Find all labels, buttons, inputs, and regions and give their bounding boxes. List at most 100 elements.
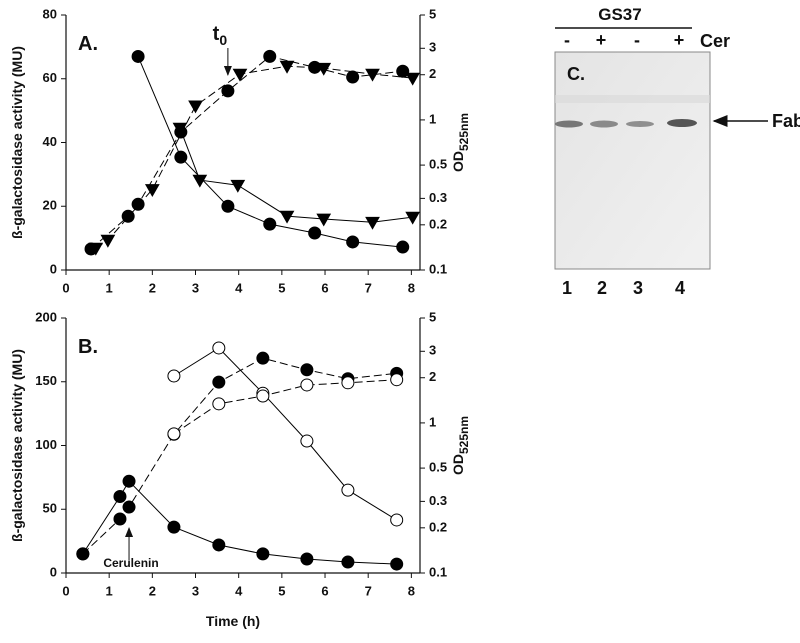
gel-treatment: + — [596, 30, 607, 50]
data-point — [232, 68, 248, 82]
y2-tick-label: 2 — [429, 369, 436, 384]
series-line — [173, 347, 397, 521]
data-point — [212, 375, 226, 389]
data-point — [346, 70, 360, 84]
data-point — [192, 174, 208, 188]
gel-treatment: - — [564, 30, 570, 50]
data-point — [263, 49, 277, 63]
y-axis-label: ß-galactosidase activity (MU) — [9, 46, 25, 239]
data-point — [396, 64, 410, 78]
y-tick-label: 150 — [35, 373, 57, 388]
y2-axis-label: OD525nm — [450, 416, 471, 475]
y2-axis-label: OD525nm — [450, 113, 471, 172]
data-point — [256, 547, 270, 561]
data-point — [212, 341, 226, 355]
data-point — [341, 376, 355, 390]
panel-label: B. — [78, 336, 98, 358]
y2-tick-label: 0.1 — [429, 261, 447, 276]
x-tick-label: 0 — [62, 583, 69, 598]
x-tick-label: 8 — [408, 583, 415, 598]
data-point — [279, 60, 295, 74]
x-tick-label: 2 — [149, 583, 156, 598]
x-tick-label: 5 — [278, 583, 285, 598]
x-tick-label: 0 — [62, 280, 69, 295]
data-point — [341, 555, 355, 569]
data-point — [300, 378, 314, 392]
y-axis-label: ß-galactosidase activity (MU) — [9, 349, 25, 542]
annotation-text: t — [213, 23, 220, 45]
y2-tick-label: 2 — [429, 66, 436, 81]
annotation-sub: 0 — [219, 32, 227, 48]
data-point — [212, 538, 226, 552]
y2-tick-label: 1 — [429, 111, 436, 126]
gel-smear — [555, 95, 710, 103]
x-axis-label: Time (h) — [206, 613, 260, 629]
x-tick-label: 6 — [321, 280, 328, 295]
x-tick-label: 5 — [278, 280, 285, 295]
y2-tick-label: 3 — [429, 343, 436, 358]
data-point — [256, 351, 270, 365]
panel-label: A. — [78, 33, 98, 55]
data-point — [174, 125, 188, 139]
data-point — [300, 552, 314, 566]
y2-tick-label: 1 — [429, 414, 436, 429]
x-tick-label: 7 — [365, 583, 372, 598]
data-point — [300, 363, 314, 377]
data-point — [188, 100, 203, 114]
data-point — [174, 150, 188, 164]
x-tick-label: 6 — [321, 583, 328, 598]
data-point — [316, 62, 332, 76]
data-point — [346, 235, 360, 249]
gel-band — [590, 120, 618, 128]
data-point — [88, 242, 104, 256]
annotation-text: Cerulenin — [103, 556, 158, 570]
data-point — [131, 49, 145, 63]
data-point — [122, 474, 136, 488]
lane-label: 4 — [675, 278, 685, 298]
data-point — [365, 68, 380, 82]
data-point — [100, 234, 116, 248]
y2-label-main: OD — [450, 454, 466, 475]
y-tick-label: 50 — [43, 501, 57, 516]
data-point — [390, 373, 404, 387]
data-point — [341, 483, 355, 497]
gel-band — [667, 119, 697, 127]
y-tick-label: 40 — [43, 134, 57, 149]
annotation: Cerulenin — [103, 556, 158, 570]
y2-label-main: OD — [450, 151, 466, 172]
gel-image — [554, 51, 711, 270]
y2-tick-label: 0.5 — [429, 157, 447, 172]
data-point — [308, 226, 322, 240]
gel-panel: GS37 - + - + Cer C. FabF 1 2 3 4 — [554, 5, 800, 298]
x-tick-label: 1 — [106, 280, 113, 295]
gel-panel-label: C. — [567, 64, 585, 84]
y2-tick-label: 5 — [429, 309, 436, 324]
data-point — [365, 216, 380, 230]
x-tick-label: 4 — [235, 280, 243, 295]
data-point — [300, 434, 314, 448]
y2-tick-label: 0.3 — [429, 190, 447, 205]
y2-tick-label: 0.2 — [429, 216, 447, 231]
series-line — [173, 379, 397, 435]
y2-tick-label: 0.3 — [429, 493, 447, 508]
x-tick-label: 3 — [192, 280, 199, 295]
y-tick-label: 0 — [50, 261, 57, 276]
data-point — [230, 179, 246, 193]
series-line — [95, 65, 413, 249]
series-line — [179, 128, 413, 223]
data-point — [167, 427, 181, 441]
data-point — [405, 211, 421, 225]
data-point — [279, 210, 295, 224]
data-point — [131, 197, 145, 211]
x-tick-label: 4 — [235, 583, 243, 598]
data-point — [396, 240, 410, 254]
data-point — [113, 490, 127, 503]
gel-strain: GS37 — [598, 5, 641, 24]
y2-label-sub: 525nm — [457, 113, 471, 151]
gel-treatment: + — [674, 30, 685, 50]
gel-treatment: - — [634, 30, 640, 50]
chart: 0 1 2 3 4 5 6 7 8 0 50 100 150 200 0.1 0.2 0.3 0.5 1 2 3 5 ß-g… — [9, 309, 471, 629]
data-point — [122, 500, 136, 514]
y-tick-label: 100 — [35, 437, 57, 452]
